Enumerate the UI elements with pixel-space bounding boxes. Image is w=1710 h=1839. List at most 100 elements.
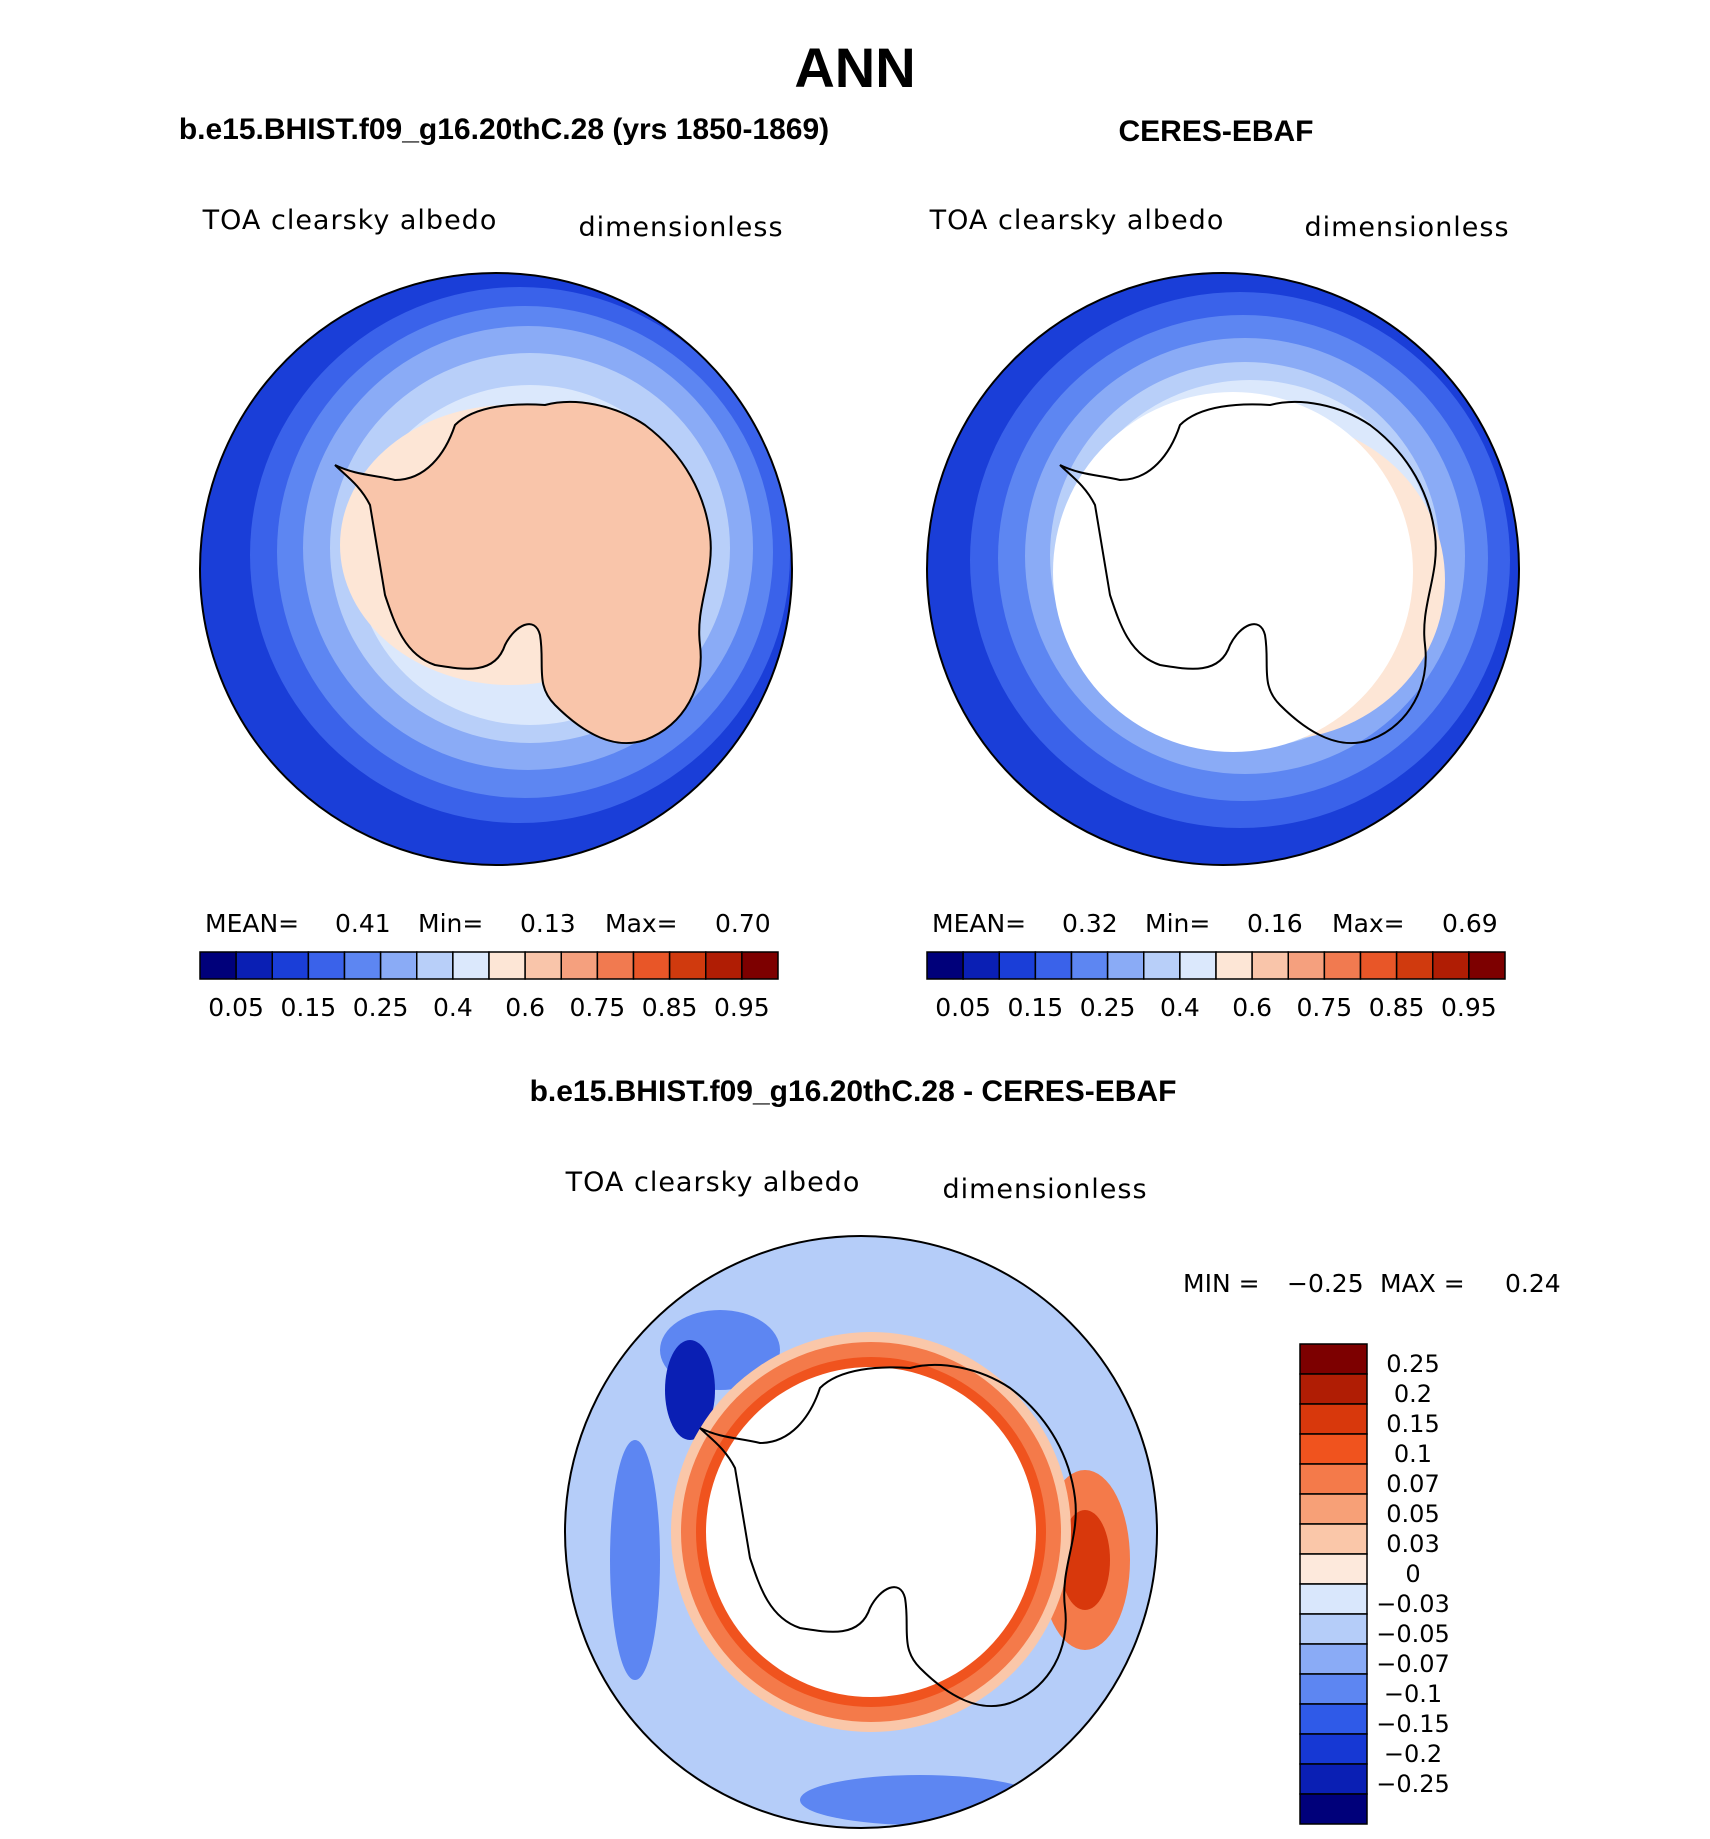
colorbar-tick-label: 0.03	[1386, 1530, 1439, 1558]
stat-max-value: 0.69	[1442, 909, 1498, 938]
colorbar-box	[926, 951, 964, 980]
colorbar-model: MEAN= 0.41 Min= 0.13 Max= 0.70 0.05 0.15 0…	[199, 909, 779, 1022]
stat-max-value: 0.24	[1505, 1269, 1561, 1298]
colorbar-box	[524, 951, 562, 980]
colorbar-box	[1179, 951, 1217, 980]
colorbar-tick-label: 0.07	[1386, 1470, 1439, 1498]
colorbar-box	[1299, 1733, 1368, 1765]
colorbar-tick-label: 0.4	[433, 993, 473, 1022]
colorbar-box	[1299, 1613, 1368, 1645]
colorbar-tick-label: 0.15	[281, 993, 337, 1022]
panel-diff-units: dimensionless	[942, 1174, 1147, 1205]
colorbar-tick-label: 0.2	[1394, 1380, 1432, 1408]
colorbar-box	[1299, 1793, 1368, 1825]
colorbar-tick-label: 0.25	[1080, 993, 1136, 1022]
colorbar-tick-label: 0.15	[1008, 993, 1064, 1022]
colorbar-box	[998, 951, 1037, 980]
map-model	[200, 273, 792, 865]
colorbar-box	[199, 951, 237, 980]
colorbar-tick-label: −0.2	[1384, 1740, 1442, 1768]
colorbar-box	[741, 951, 779, 980]
stat-min-value: 0.13	[520, 909, 576, 938]
map-diff-border	[564, 1235, 1158, 1829]
colorbar-tick-label: −0.03	[1376, 1590, 1450, 1618]
colorbar-box	[1287, 951, 1326, 980]
colorbar-tick-label: 0.6	[1232, 993, 1272, 1022]
colorbar-model-boxes	[199, 951, 779, 980]
colorbar-box	[452, 951, 490, 980]
colorbar-box	[1299, 1643, 1368, 1675]
colorbar-box	[235, 951, 273, 980]
panel-diff-variable: TOA clearsky albedo	[565, 1167, 861, 1198]
stat-min-label: Min=	[1145, 909, 1210, 938]
colorbar-box	[1468, 951, 1506, 980]
panel-model-units: dimensionless	[578, 212, 783, 243]
colorbar-box	[1299, 1403, 1368, 1435]
colorbar-box	[1299, 1703, 1368, 1735]
panel-model: b.e15.BHIST.f09_g16.20thC.28 (yrs 1850-1…	[179, 113, 829, 1022]
colorbar-tick-label: 0.6	[505, 993, 545, 1022]
stat-min-label: Min=	[418, 909, 483, 938]
colorbar-tick-label: −0.05	[1376, 1620, 1450, 1648]
colorbar-tick-label: −0.25	[1376, 1770, 1450, 1798]
colorbar-tick-label: 0.05	[1386, 1500, 1439, 1528]
stat-mean-label: MEAN=	[932, 909, 1026, 938]
map-model-border	[199, 272, 793, 866]
panel-obs-units: dimensionless	[1304, 212, 1509, 243]
colorbar-box	[596, 951, 635, 980]
colorbar-diff: MIN = −0.25 MAX = 0.24 0.250.20.150.10.0…	[1183, 1269, 1561, 1825]
colorbar-box	[1432, 951, 1470, 980]
colorbar-box	[1299, 1763, 1368, 1795]
stat-max-label: MAX =	[1380, 1269, 1465, 1298]
colorbar-tick-label: 0.75	[1297, 993, 1353, 1022]
colorbar-box	[343, 951, 382, 980]
colorbar-tick-label: −0.07	[1376, 1650, 1450, 1678]
colorbar-box	[668, 951, 707, 980]
colorbar-box	[1299, 1523, 1368, 1555]
colorbar-box	[560, 951, 599, 980]
map-obs	[927, 273, 1519, 865]
colorbar-box	[962, 951, 1000, 980]
colorbar-box	[379, 951, 418, 980]
stat-max-value: 0.70	[715, 909, 771, 938]
stat-max-label: Max=	[1332, 909, 1405, 938]
panel-diff: b.e15.BHIST.f09_g16.20thC.28 - CERES-EBA…	[530, 1075, 1561, 1829]
map-obs-border	[926, 272, 1520, 866]
map-diff	[565, 1236, 1157, 1828]
colorbar-tick-label: 0.1	[1394, 1440, 1432, 1468]
colorbar-box	[1299, 1343, 1368, 1375]
colorbar-obs: MEAN= 0.32 Min= 0.16 Max= 0.69 0.05 0.15 0…	[926, 909, 1506, 1022]
colorbar-tick-label: 0.95	[1441, 993, 1497, 1022]
colorbar-obs-boxes	[926, 951, 1506, 980]
colorbar-tick-label: 0.95	[714, 993, 770, 1022]
stat-min-value: 0.16	[1247, 909, 1303, 938]
panel-model-title: b.e15.BHIST.f09_g16.20thC.28 (yrs 1850-1…	[179, 113, 829, 146]
colorbar-box	[1106, 951, 1145, 980]
colorbar-box	[1070, 951, 1109, 980]
colorbar-tick-label: 0.85	[642, 993, 698, 1022]
colorbar-box	[1299, 1373, 1368, 1405]
colorbar-box	[1299, 1583, 1368, 1615]
colorbar-box	[632, 951, 671, 980]
colorbar-box	[1143, 951, 1181, 980]
colorbar-tick-label: 0.85	[1369, 993, 1425, 1022]
colorbar-box	[416, 951, 454, 980]
stat-mean-value: 0.32	[1062, 909, 1118, 938]
colorbar-obs-ticks: 0.05 0.15 0.25 0.4 0.6 0.75 0.85 0.95	[935, 993, 1496, 1022]
colorbar-box	[271, 951, 310, 980]
colorbar-box	[1299, 1493, 1368, 1525]
colorbar-tick-label: 0.25	[353, 993, 409, 1022]
colorbar-box	[1299, 1673, 1368, 1705]
season-title: ANN	[794, 36, 915, 99]
colorbar-tick-label: 0.05	[935, 993, 991, 1022]
colorbar-tick-label: −0.15	[1376, 1710, 1450, 1738]
colorbar-box	[1395, 951, 1434, 980]
colorbar-tick-label: 0.15	[1386, 1410, 1439, 1438]
panel-obs-variable: TOA clearsky albedo	[929, 205, 1225, 236]
panel-obs-title: CERES-EBAF	[1118, 115, 1313, 148]
stat-mean-label: MEAN=	[205, 909, 299, 938]
colorbar-tick-label: 0.4	[1160, 993, 1200, 1022]
colorbar-box	[1323, 951, 1362, 980]
colorbar-tick-label: 0.75	[570, 993, 626, 1022]
